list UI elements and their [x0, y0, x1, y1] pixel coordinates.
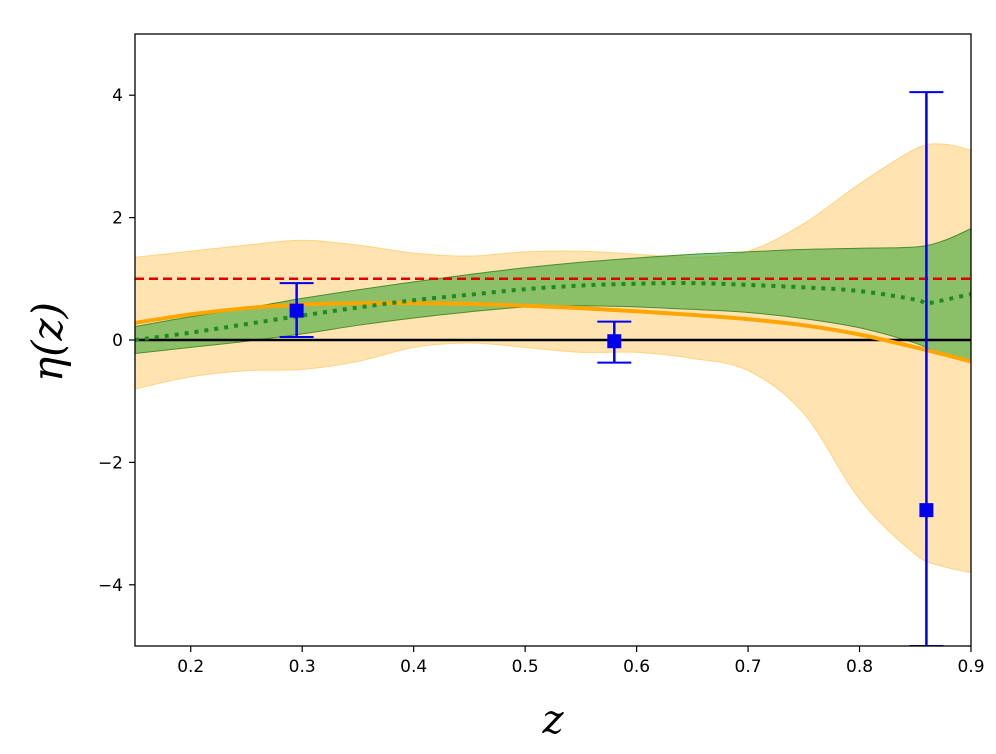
x-tick-label: 0.8 — [846, 657, 873, 677]
x-tick-label: 0.4 — [400, 657, 427, 677]
plot-area — [135, 91, 971, 646]
y-tick-label: 2 — [112, 209, 123, 229]
x-tick-label: 0.2 — [177, 657, 204, 677]
x-tick-label: 0.9 — [957, 657, 984, 677]
orange-curve — [135, 301, 971, 364]
x-axis-label: z — [541, 697, 564, 743]
axis-ticks: 0.2 0.3 0.4 0.5 0.6 0.7 0.8 0.9 −4 −2 0 2 4 — [98, 86, 985, 677]
orange-band — [135, 143, 971, 574]
y-tick-label: −2 — [98, 453, 123, 473]
y-axis-label: η(z) — [23, 302, 72, 382]
y-tick-label: −4 — [98, 576, 123, 596]
data-point-3 — [909, 91, 944, 646]
data-marker — [607, 334, 622, 349]
data-point-1 — [279, 282, 314, 338]
x-tick-label: 0.5 — [512, 657, 539, 677]
data-point-2 — [597, 320, 632, 364]
y-tick-label: 4 — [112, 86, 123, 106]
x-tick-label: 0.7 — [735, 657, 762, 677]
x-tick-label: 0.3 — [289, 657, 316, 677]
x-tick-label: 0.6 — [623, 657, 650, 677]
data-marker — [289, 303, 304, 318]
y-tick-label: 0 — [112, 331, 123, 351]
data-marker — [919, 503, 934, 518]
